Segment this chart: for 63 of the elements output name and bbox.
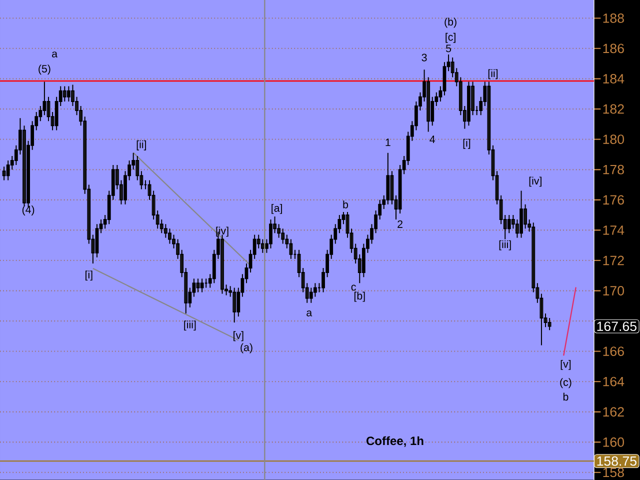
y-tick-label: 166 (603, 346, 624, 356)
y-tick-label: 160 (603, 437, 624, 447)
annotation: 2 (398, 220, 402, 228)
annotation: [v] (234, 331, 244, 342)
annotation: 1 (386, 138, 390, 146)
y-tick-label: 162 (603, 407, 624, 417)
text: Coffee, 1h (366, 436, 424, 447)
annotation: [b] (354, 292, 365, 302)
annotation: a (52, 52, 58, 58)
candlestick (67, 86, 70, 102)
annotation: [a] (272, 204, 282, 214)
annotation: (4) (22, 205, 34, 216)
annotation: [c] (446, 32, 456, 43)
candlestick (467, 81, 470, 126)
candlestick (281, 228, 285, 244)
annotation: 4 (430, 136, 436, 143)
candlestick (269, 219, 272, 249)
candlestick (386, 152, 390, 205)
annotation: 3 (422, 54, 427, 62)
candlestick (548, 317, 552, 331)
annotation: [ii] (488, 69, 498, 80)
y-tick-label: 164 (603, 376, 624, 386)
annotation: [iv] (529, 176, 542, 187)
annotation: [ii] (136, 140, 146, 150)
candlestick (200, 278, 204, 293)
candlestick (168, 228, 172, 244)
y-tick-label: 170 (603, 286, 624, 296)
annotation: [i] (86, 270, 92, 281)
text: [v] (560, 360, 571, 370)
ref-line-label: 158.75 (597, 456, 636, 466)
y-tick-label: 178 (603, 164, 624, 174)
candlestick (260, 238, 264, 254)
candlestick (196, 278, 200, 293)
annotation: (b) (444, 18, 456, 28)
text: b (563, 392, 568, 401)
annotation: [iii] (499, 240, 511, 250)
y-tick-label: 172 (603, 256, 624, 266)
annotation: a (306, 310, 312, 316)
candlestick (232, 287, 236, 324)
candlestick (204, 278, 208, 288)
annotation: 5 (446, 44, 452, 52)
candlestick (62, 86, 66, 102)
y-tick-label: 158 (603, 468, 624, 478)
text: (c) (560, 378, 572, 388)
y-tick-label: 176 (603, 195, 624, 205)
y-tick-label: 174 (603, 226, 624, 235)
annotation: b (343, 200, 348, 208)
y-tick-label: 188 (603, 13, 624, 23)
y-tick-label: 180 (603, 134, 624, 144)
annotation: [iii] (184, 320, 196, 331)
candlestick (309, 287, 313, 304)
y-tick-label: 184 (603, 74, 624, 84)
annotation: [i] (463, 138, 470, 149)
y-tick-label: 182 (603, 104, 624, 114)
candlestick (6, 160, 10, 181)
candlestick (289, 238, 293, 260)
annotation: (a) (240, 343, 252, 354)
annotation: c (351, 284, 356, 291)
y-tick-label: 186 (603, 44, 624, 54)
text: 167.65 (597, 322, 636, 332)
annotation: (5) (38, 64, 50, 75)
candlestick (520, 190, 523, 238)
annotation: [iv] (216, 226, 228, 237)
